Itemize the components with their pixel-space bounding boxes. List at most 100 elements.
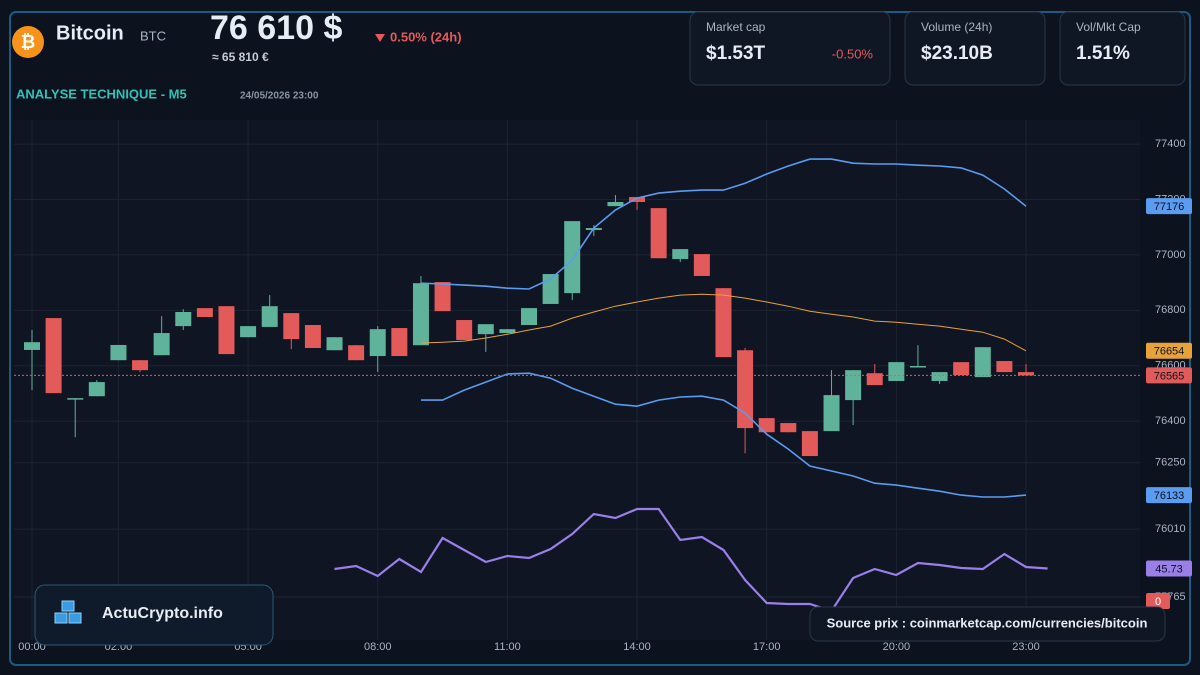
candle-body xyxy=(758,418,775,433)
price-tag-label: 45.73 xyxy=(1155,563,1183,575)
y-tick-label: 76010 xyxy=(1155,523,1186,535)
candle-body xyxy=(996,361,1013,373)
x-tick-label: 08:00 xyxy=(364,641,392,653)
candle-body xyxy=(456,320,473,340)
candle-body xyxy=(866,373,883,386)
subtitle: ANALYSE TECHNIQUE - M5 xyxy=(16,86,187,101)
logo-icon xyxy=(54,600,82,624)
candle-body xyxy=(650,208,667,259)
candle-body xyxy=(672,249,689,260)
candle-body xyxy=(1018,372,1034,376)
candle-body xyxy=(304,325,321,349)
x-tick-label: 17:00 xyxy=(753,641,781,653)
stat-card xyxy=(689,11,891,86)
candle-body xyxy=(845,370,862,401)
price-tag-label: 76565 xyxy=(1154,370,1185,382)
candle-body xyxy=(801,431,818,457)
price-change: 0.50% (24h) xyxy=(390,29,462,44)
stat-card xyxy=(1059,11,1186,86)
btc-icon xyxy=(12,26,44,58)
price-tag xyxy=(1146,487,1192,504)
stat-change: -0.50% xyxy=(832,46,874,61)
indicator-tag-label: 0 xyxy=(1155,596,1161,608)
bollinger-line xyxy=(420,293,1027,352)
candle-body xyxy=(132,360,149,371)
candle-body xyxy=(888,362,905,381)
y-tick-label: 76250 xyxy=(1155,457,1186,469)
candle-body xyxy=(953,362,970,376)
price-tag xyxy=(1146,367,1192,384)
candle-body xyxy=(283,313,300,340)
candle-body xyxy=(564,221,581,294)
bollinger-line xyxy=(420,158,1027,290)
coin-name: Bitcoin xyxy=(56,22,124,44)
candle-body xyxy=(629,197,646,203)
price-tag-label: 76654 xyxy=(1154,346,1185,358)
candle-body xyxy=(909,366,926,368)
stat-card xyxy=(904,11,1046,86)
axis-labels: 7740077200770007680076600764007625076010… xyxy=(18,138,1192,653)
down-arrow xyxy=(375,34,385,42)
y-tick-label: 77000 xyxy=(1155,249,1186,261)
stat-label: Volume (24h) xyxy=(921,20,992,34)
price: 76 610 $ xyxy=(210,9,342,47)
y-tick-label: 76800 xyxy=(1155,304,1186,316)
plot xyxy=(14,158,1140,613)
stat-value: $1.53T xyxy=(706,43,766,64)
y-tick-label: 77400 xyxy=(1155,138,1186,150)
candle-body xyxy=(780,423,797,433)
bollinger-line xyxy=(421,372,1027,498)
candle-body xyxy=(369,329,386,357)
x-tick-label: 14:00 xyxy=(623,641,651,653)
stat-value: $23.10B xyxy=(921,43,993,64)
stat-value: 1.51% xyxy=(1076,43,1130,64)
price-tag xyxy=(1146,198,1192,215)
x-tick-label: 20:00 xyxy=(883,641,911,653)
candle-body xyxy=(261,306,278,327)
indicator-tag xyxy=(1146,593,1170,609)
price-tag xyxy=(1146,342,1192,359)
candle-body xyxy=(974,347,991,378)
stat-label: Market cap xyxy=(706,20,766,34)
candle-body xyxy=(88,382,105,397)
coin-symbol: BTC xyxy=(140,28,166,43)
candle-body xyxy=(737,350,754,429)
frame xyxy=(9,11,1191,666)
candle-body xyxy=(175,311,192,327)
source-text: Source prix : coinmarketcap.com/currenci… xyxy=(827,615,1148,630)
candle-body xyxy=(110,344,127,361)
logo-text: ActuCrypto.info xyxy=(102,605,223,622)
price-eur: ≈ 65 810 € xyxy=(212,50,269,64)
candle-body xyxy=(412,283,429,346)
candle-body xyxy=(196,308,213,317)
plot-area xyxy=(14,120,1140,640)
candle-body xyxy=(715,288,732,358)
candle-body xyxy=(240,326,257,338)
candle-body xyxy=(24,342,40,350)
logo-box xyxy=(34,584,274,646)
x-tick-label: 00:00 xyxy=(18,641,46,653)
candle-body xyxy=(607,202,624,207)
source-box xyxy=(809,606,1166,642)
candle-body xyxy=(693,254,710,276)
price-tag xyxy=(1146,560,1192,577)
candle-body xyxy=(823,395,840,432)
candle-body xyxy=(67,398,84,400)
candle-body xyxy=(931,372,948,381)
candle-body xyxy=(434,282,451,312)
stat-label: Vol/Mkt Cap xyxy=(1076,20,1141,34)
x-tick-label: 23:00 xyxy=(1012,641,1040,653)
candle-body xyxy=(391,328,408,357)
price-tag-label: 76133 xyxy=(1154,490,1185,502)
candle-body xyxy=(499,329,516,334)
candle-body xyxy=(477,324,494,335)
rsi-line xyxy=(334,507,1048,613)
y-tick-label: 76400 xyxy=(1155,415,1186,427)
candle-body xyxy=(348,345,365,361)
candle-body xyxy=(153,333,170,356)
candle-body xyxy=(218,306,235,355)
price-tag-label: 77176 xyxy=(1154,201,1185,213)
x-tick-label: 11:00 xyxy=(494,641,521,653)
